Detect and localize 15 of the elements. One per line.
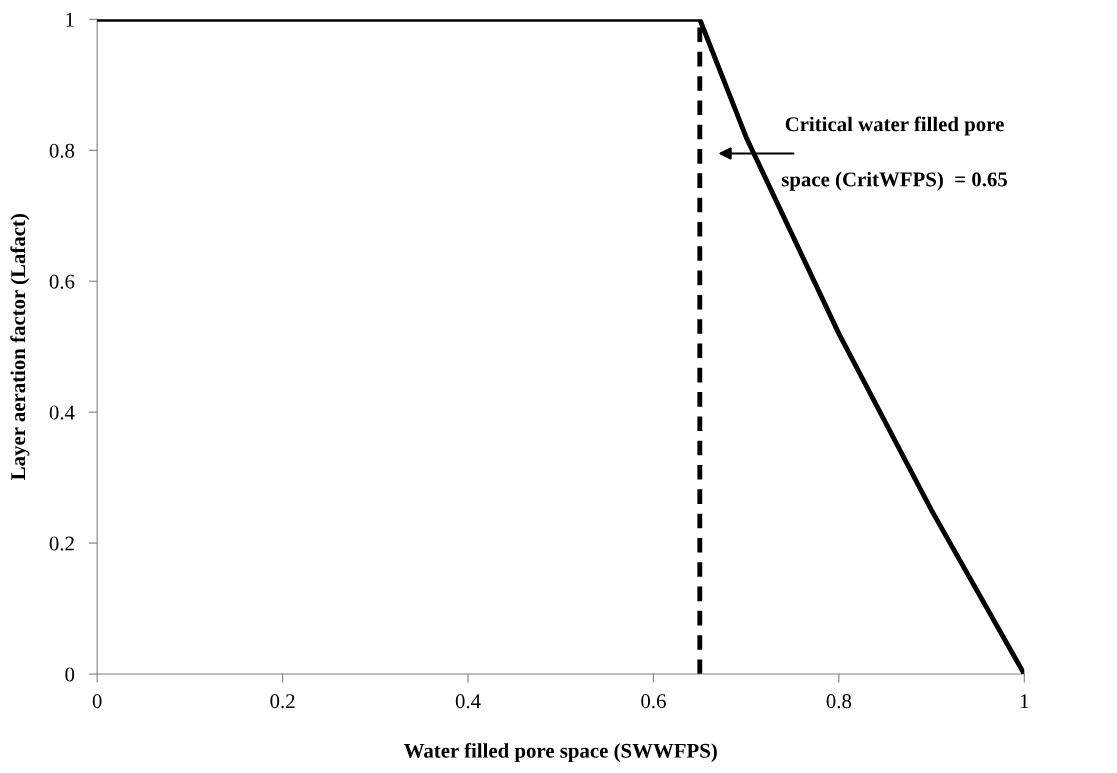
x-tick-label: 1 xyxy=(1020,694,1029,708)
y-tick-label: 0.8 xyxy=(49,143,75,158)
y-tick-label: 0 xyxy=(65,667,75,682)
y-tick-label: 0.4 xyxy=(49,405,75,420)
x-tick-label: 0.4 xyxy=(455,694,481,709)
x-tick-label: 0.8 xyxy=(826,694,852,709)
x-axis-title: Water filled pore space (SWWFPS) xyxy=(404,742,717,763)
y-tick-label: 0.2 xyxy=(49,536,74,551)
text: Critical water filled pore space (CritWFPS) = 0.65 xyxy=(781,116,1007,191)
y-axis-title: Layer aeration factor (Lafact) xyxy=(10,214,30,480)
x-tick-label: 0.2 xyxy=(270,694,295,709)
x-tick-label: 0 xyxy=(92,694,102,709)
y-tick-label: 1 xyxy=(66,12,74,27)
x-tick-label: 0.6 xyxy=(641,694,666,709)
y-tick-label: 0.6 xyxy=(49,274,75,289)
